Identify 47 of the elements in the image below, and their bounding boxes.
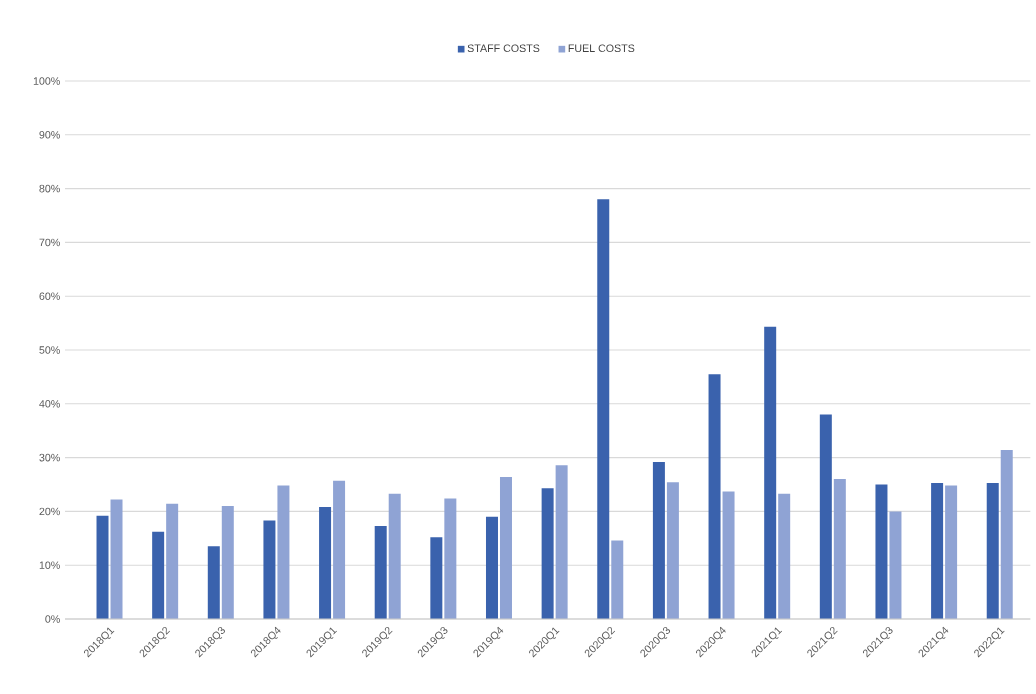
bar <box>931 482 944 619</box>
bar <box>611 540 624 619</box>
y-tick-label: 90% <box>39 131 60 139</box>
bar <box>277 485 290 619</box>
bar <box>263 520 276 619</box>
bar <box>541 488 554 619</box>
bar <box>819 414 832 619</box>
y-tick-label: 50% <box>39 346 60 354</box>
bar <box>1000 450 1013 619</box>
bar <box>485 516 498 619</box>
bar <box>152 531 165 619</box>
bar <box>833 479 846 619</box>
bar <box>666 482 679 619</box>
y-tick-label: 60% <box>39 292 60 300</box>
bar <box>319 507 332 619</box>
bar <box>875 484 888 619</box>
bar <box>499 476 512 619</box>
bar <box>221 506 234 619</box>
legend-label: FUEL COSTS <box>568 44 635 52</box>
y-tick-label: 80% <box>39 184 60 193</box>
bar <box>333 480 346 619</box>
bar <box>96 515 109 619</box>
bar <box>764 326 777 619</box>
legend-label: STAFF COSTS <box>467 44 540 52</box>
bar <box>110 499 123 619</box>
bar <box>444 498 457 619</box>
bar <box>722 491 735 619</box>
bar <box>986 482 999 619</box>
y-tick-label: 70% <box>39 238 60 247</box>
y-tick-label: 100% <box>33 77 60 85</box>
y-tick-label: 30% <box>39 453 60 462</box>
bar <box>374 525 387 619</box>
bar <box>166 503 179 619</box>
y-tick-label: 20% <box>39 507 60 516</box>
bar <box>597 199 610 619</box>
bar <box>889 511 902 619</box>
y-tick-label: 0% <box>45 615 60 623</box>
bar <box>207 546 220 619</box>
bar <box>388 493 401 619</box>
bar <box>555 465 568 619</box>
bar <box>708 374 721 619</box>
bar <box>945 485 958 619</box>
y-tick-label: 10% <box>39 561 60 569</box>
bar <box>778 493 791 619</box>
y-tick-label: 40% <box>39 400 60 408</box>
bar <box>652 461 665 619</box>
bar <box>430 537 443 619</box>
